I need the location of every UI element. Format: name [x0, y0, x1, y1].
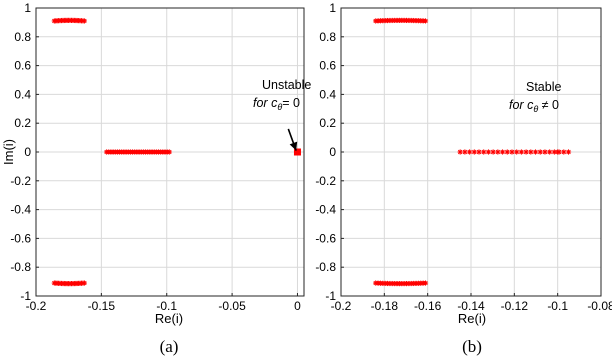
panel-b-annotation-symbol: c [527, 98, 534, 112]
panel-a-annotation-prefix: for [253, 96, 271, 110]
panel-b-eigenvalue-marker [537, 149, 543, 155]
panel-b-ytick-label: -0.6 [315, 231, 336, 245]
panel-a-annotation-suffix: = 0 [282, 96, 300, 110]
panel-a-caption: (a) [160, 337, 179, 356]
panel-b-eigenvalue-marker [466, 149, 473, 155]
panel-b-annotation-line1: Stable [526, 80, 561, 94]
panel-a-annotation-arrow [287, 128, 298, 151]
panel-b-eigenvalue-marker [509, 149, 515, 155]
panel-a-ticks: 10.80.60.40.20-0.2-0.4-0.6-0.8-1-0.2 -0.1… [10, 1, 301, 313]
panel-b-ytick-label: 0.8 [319, 30, 336, 44]
panel-a-ytick-label: -0.8 [10, 260, 31, 274]
panel-b-eigenvalue-marker [514, 149, 520, 155]
panel-b-ytick-label: -0.8 [315, 260, 336, 274]
panel-b-ytick-label: -1 [325, 289, 336, 303]
panel-b-annotation: Stable for cθ ≠ 0 [509, 80, 561, 114]
panel-b-ytick-label: 0.4 [319, 87, 336, 101]
panel-a-annotation-sub: θ [277, 102, 282, 112]
panel-a-eigenvalue-marker [81, 280, 87, 286]
panel-b-xtick-label: -0.12 [501, 299, 529, 313]
panel-b-xtick-label: -0.2 [331, 299, 352, 313]
panel-b-eigenvalue-marker [495, 149, 501, 155]
panel-b-eigenvalue-marker [528, 149, 534, 155]
panel-a-annotation-line2: for cθ= 0 [253, 96, 300, 112]
panel-a-xtick-label: -0.1 [156, 299, 177, 313]
panel-b-eigenvalue-marker [481, 149, 487, 155]
panel-b-ytick-label: 0.2 [319, 116, 336, 130]
arrow-head [289, 141, 298, 151]
panel-b-eigenvalue-marker [523, 149, 529, 155]
panel-a-xlabel: Re(i) [155, 311, 183, 326]
panel-b-ticks: 10.80.60.40.20-0.2-0.4-0.6-0.8-1-0.2 -0.1… [315, 1, 612, 313]
panel-b-annotation-prefix: for [509, 98, 527, 112]
panel-a-annotation: Unstable for cθ= 0 [253, 78, 311, 151]
panel-b-ytick-label: 0.6 [319, 59, 336, 73]
panel-b-markers [373, 17, 572, 287]
panel-a-eigenvalue-marker [166, 149, 172, 155]
panel-a-xtick-label: -0.05 [218, 299, 246, 313]
panel-b-xtick-label: -0.08 [587, 299, 612, 313]
panel-a-markers [51, 17, 301, 287]
panel-b-eigenvalue-marker [551, 149, 557, 155]
panel-b-eigenvalue-marker [547, 149, 553, 155]
panel-b-eigenvalue-marker [565, 149, 572, 155]
panel-b-ytick-label: -0.2 [315, 174, 336, 188]
panel-b-ytick-label: 1 [329, 1, 336, 15]
panel-a-ytick-label: -0.2 [10, 174, 31, 188]
panel-b-eigenvalue-marker [422, 280, 429, 286]
panel-b-eigenvalue-marker [561, 149, 567, 155]
panel-b-annotation-sub: θ [533, 104, 538, 114]
panel-a-ytick-label: 0.4 [14, 87, 31, 101]
panel-a-ytick-label: 0.8 [14, 30, 31, 44]
panel-b-eigenvalue-marker [462, 149, 468, 155]
panel-b-eigenvalue-marker [504, 149, 510, 155]
panel-b-eigenvalue-marker [555, 149, 561, 155]
panel-a-xtick-label: 0 [294, 299, 301, 313]
panel-b: 10.80.60.40.20-0.2-0.4-0.6-0.8-1-0.2 -0.1… [315, 1, 612, 356]
panel-b-annotation-suffix: ≠ 0 [538, 98, 559, 112]
panel-a-xtick-label: -0.15 [88, 299, 116, 313]
panel-b-xtick-label: -0.14 [457, 299, 485, 313]
panel-a-ytick-label: 0.2 [14, 116, 31, 130]
panel-b-ytick-label: 0 [329, 145, 336, 159]
panel-b-xtick-label: -0.16 [414, 299, 442, 313]
panel-a-eigenvalue-marker [81, 18, 87, 24]
panel-b-eigenvalue-marker [471, 149, 477, 155]
panel-b-xlabel: Re(i) [458, 311, 486, 326]
panel-b-eigenvalue-marker [476, 149, 482, 155]
panel-a: 10.80.60.40.20-0.2-0.4-0.6-0.8-1-0.2 -0.1… [1, 1, 311, 356]
panel-a-eigenvalue-marker [293, 148, 301, 156]
panel-a-annotation-symbol: c [271, 96, 278, 110]
panel-b-eigenvalue-marker [499, 149, 506, 155]
panel-b-xtick-label: -0.1 [547, 299, 568, 313]
panel-a-ytick-label: -0.6 [10, 231, 31, 245]
panel-b-xtick-label: -0.18 [371, 299, 399, 313]
panel-b-eigenvalue-marker [485, 149, 492, 155]
panel-b-eigenvalue-marker [457, 149, 463, 155]
panel-a-ytick-label: 0 [24, 145, 31, 159]
panel-a-ytick-label: 1 [24, 1, 31, 15]
panel-b-eigenvalue-marker [490, 149, 496, 155]
panel-a-ytick-label: -0.4 [10, 203, 31, 217]
panel-b-ytick-label: -0.4 [315, 203, 336, 217]
panel-b-eigenvalue-marker [542, 149, 548, 155]
panel-b-caption: (b) [462, 337, 482, 356]
panel-a-xtick-label: -0.2 [26, 299, 47, 313]
panel-b-annotation-line2: for cθ ≠ 0 [509, 98, 559, 114]
panel-a-ylabel: Im(i) [1, 139, 16, 165]
panel-b-eigenvalue-marker [518, 149, 524, 155]
panel-a-annotation-line1: Unstable [262, 78, 311, 92]
panel-a-ytick-label: 0.6 [14, 59, 31, 73]
panel-b-eigenvalue-marker [422, 18, 429, 24]
panel-b-eigenvalue-marker [532, 149, 539, 155]
panel-a-ytick-label: -1 [20, 289, 31, 303]
